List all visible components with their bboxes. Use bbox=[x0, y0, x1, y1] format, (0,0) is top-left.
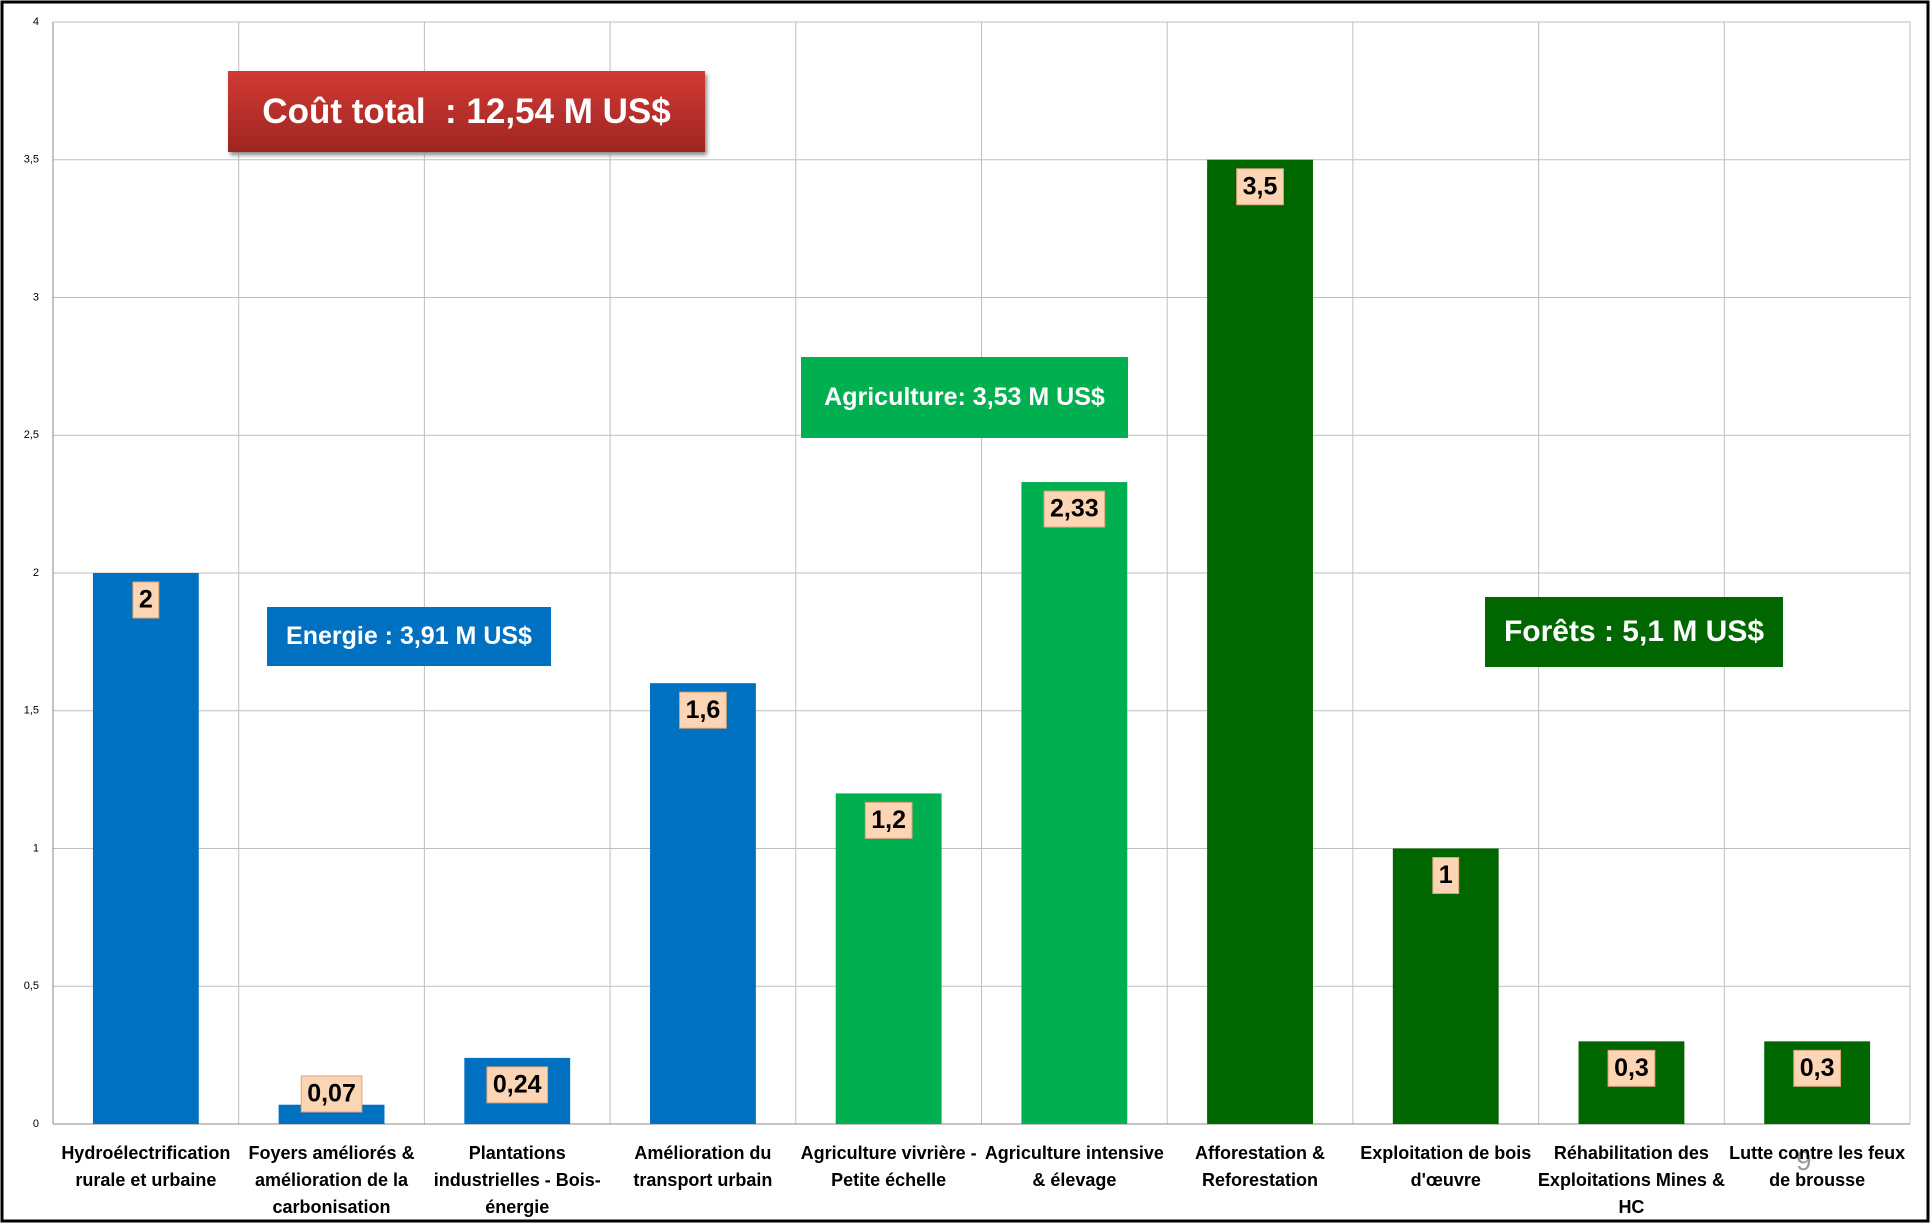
y-tick-label: 2,5 bbox=[24, 429, 39, 441]
x-tick-label: Foyers améliorés & amélioration de la ca… bbox=[248, 1143, 415, 1217]
data-label-box bbox=[1043, 490, 1106, 528]
data-label: 0,3 bbox=[1800, 1054, 1835, 1082]
x-tick-label: Réhabilitation des Exploitations Mines &… bbox=[1537, 1143, 1725, 1217]
bar bbox=[835, 793, 942, 1124]
data-label: 1,2 bbox=[871, 806, 906, 834]
data-label-box bbox=[1236, 168, 1284, 206]
bar bbox=[92, 573, 199, 1124]
bar bbox=[1021, 482, 1128, 1125]
page-number: 9 bbox=[1796, 1145, 1812, 1176]
data-label: 0,24 bbox=[493, 1070, 542, 1098]
data-label-box bbox=[864, 801, 913, 839]
data-label: 1 bbox=[1439, 861, 1453, 889]
data-label: 0,07 bbox=[307, 1080, 356, 1108]
bar bbox=[1392, 848, 1499, 1124]
forest-annotation: Forêts : 5,1 M US$ bbox=[1485, 597, 1783, 667]
data-label: 2 bbox=[139, 586, 153, 614]
data-label-box bbox=[486, 1066, 549, 1104]
data-label-box bbox=[1793, 1049, 1842, 1087]
data-label: 2,33 bbox=[1050, 495, 1099, 523]
energy-annotation: Energie : 3,91 M US$ bbox=[267, 607, 551, 666]
y-tick-label: 3,5 bbox=[24, 154, 39, 166]
bar bbox=[650, 683, 756, 1124]
x-tick-label: Exploitation de bois d'œuvre bbox=[1360, 1143, 1532, 1190]
y-tick-label: 4 bbox=[33, 16, 39, 28]
x-tick-label: Hydroélectrification rurale et urbaine bbox=[61, 1143, 231, 1190]
y-tick-label: 3 bbox=[33, 291, 39, 303]
total-annotation: Coût total : 12,54 M US$ bbox=[228, 71, 705, 152]
x-tick-label: Lutte contre les feux de brousse bbox=[1729, 1143, 1906, 1190]
x-tick-label: Afforestation & Reforestation bbox=[1195, 1143, 1326, 1190]
y-tick-label: 1,5 bbox=[24, 705, 39, 717]
x-tick-label: Amélioration du transport urbain bbox=[633, 1143, 773, 1190]
data-label-box bbox=[132, 581, 160, 619]
data-label-box bbox=[300, 1075, 363, 1113]
data-label-box bbox=[1607, 1049, 1656, 1087]
data-label-box bbox=[679, 691, 727, 729]
data-label-box bbox=[1432, 857, 1460, 894]
y-tick-label: 2 bbox=[33, 567, 39, 579]
x-tick-label: Agriculture vivrière -Petite échelle bbox=[800, 1143, 977, 1190]
x-tick-label: Plantations industrielles - Bois-énergie bbox=[433, 1143, 601, 1217]
bar bbox=[1207, 159, 1313, 1124]
y-tick-label: 0 bbox=[33, 1118, 39, 1130]
data-label: 1,6 bbox=[686, 696, 721, 724]
data-label: 0,3 bbox=[1614, 1054, 1649, 1082]
x-tick-label: Agriculture intensive & élevage bbox=[984, 1143, 1164, 1190]
data-label: 3,5 bbox=[1243, 172, 1278, 200]
y-tick-label: 1 bbox=[33, 842, 39, 854]
agriculture-annotation: Agriculture: 3,53 M US$ bbox=[801, 357, 1128, 438]
y-tick-label: 0,5 bbox=[24, 980, 39, 992]
